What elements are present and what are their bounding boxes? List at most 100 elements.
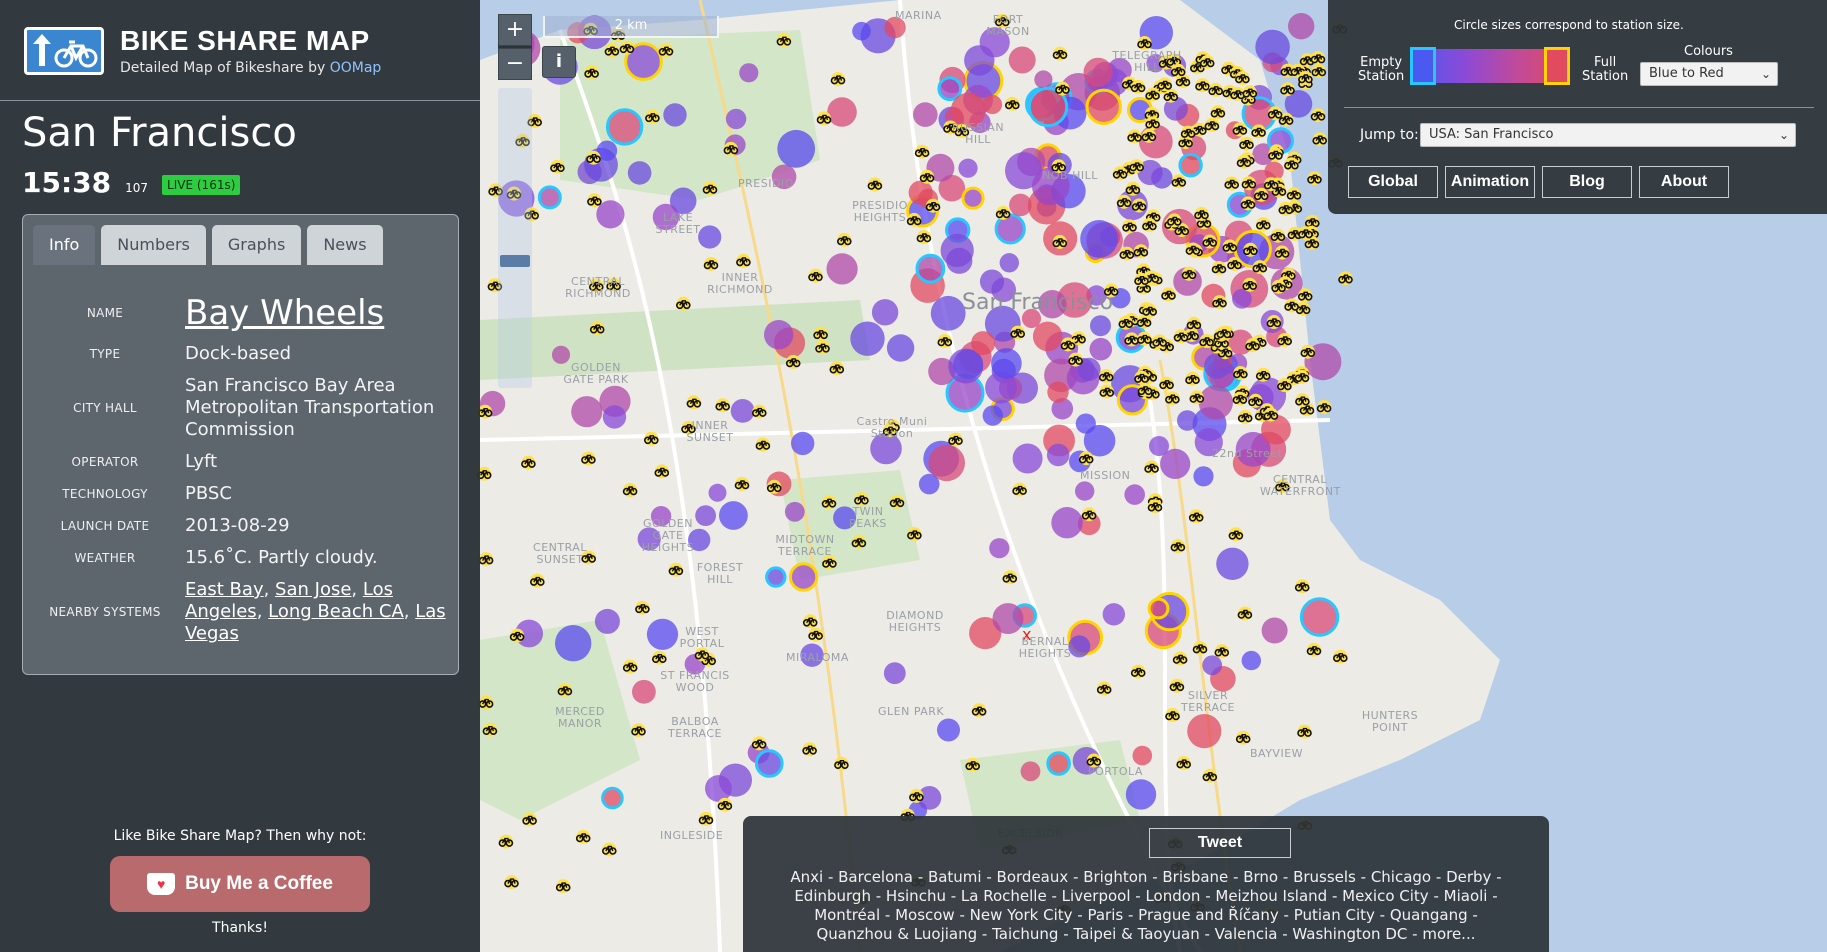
bike-icon[interactable] bbox=[1189, 390, 1205, 405]
bike-icon[interactable] bbox=[1144, 460, 1159, 475]
bike-icon[interactable] bbox=[1278, 112, 1294, 127]
bike-icon[interactable] bbox=[1163, 88, 1179, 103]
bike-icon[interactable] bbox=[1230, 86, 1245, 101]
bike-icon[interactable] bbox=[1081, 507, 1097, 522]
station-circle[interactable] bbox=[918, 473, 940, 495]
bike-icon[interactable] bbox=[1240, 196, 1256, 211]
bike-icon[interactable] bbox=[1142, 218, 1157, 232]
station-circle[interactable] bbox=[913, 102, 938, 127]
station-circle[interactable] bbox=[788, 562, 819, 592]
bike-icon[interactable] bbox=[504, 875, 519, 890]
bike-icon[interactable] bbox=[1284, 298, 1299, 313]
bike-icon[interactable] bbox=[1185, 242, 1201, 257]
bike-icon[interactable] bbox=[1195, 78, 1210, 93]
bike-icon[interactable] bbox=[821, 495, 837, 510]
bike-icon[interactable] bbox=[1202, 768, 1218, 783]
blog-button[interactable]: Blog bbox=[1542, 166, 1632, 198]
bike-icon[interactable] bbox=[1277, 378, 1292, 392]
bike-icon[interactable] bbox=[1171, 174, 1187, 189]
bike-icon[interactable] bbox=[916, 230, 932, 244]
bike-icon[interactable] bbox=[1235, 71, 1250, 85]
bike-icon[interactable] bbox=[907, 527, 922, 542]
global-button[interactable]: Global bbox=[1348, 166, 1438, 198]
station-circle[interactable] bbox=[1047, 381, 1069, 403]
bike-icon[interactable] bbox=[1152, 334, 1167, 349]
station-circle[interactable] bbox=[1284, 90, 1313, 118]
station-circle[interactable] bbox=[1124, 484, 1145, 505]
bike-icon[interactable] bbox=[1145, 116, 1160, 131]
bike-icon[interactable] bbox=[658, 43, 674, 58]
bike-icon[interactable] bbox=[971, 703, 987, 718]
station-circle[interactable] bbox=[1160, 448, 1191, 479]
bike-icon[interactable] bbox=[1248, 393, 1263, 408]
station-circle[interactable] bbox=[646, 618, 679, 650]
bike-icon[interactable] bbox=[1233, 366, 1248, 380]
bike-icon[interactable] bbox=[584, 65, 599, 80]
station-circle[interactable] bbox=[886, 334, 915, 362]
bike-icon[interactable] bbox=[619, 40, 635, 55]
nearby-link[interactable]: East Bay bbox=[185, 579, 264, 600]
bike-icon[interactable] bbox=[914, 144, 930, 159]
bike-icon[interactable] bbox=[1310, 108, 1326, 123]
bike-icon[interactable] bbox=[909, 788, 924, 803]
station-circle[interactable] bbox=[989, 538, 1010, 559]
station-circle[interactable] bbox=[1261, 617, 1288, 644]
bike-icon[interactable] bbox=[1239, 136, 1254, 151]
bike-icon[interactable] bbox=[1131, 198, 1147, 213]
bike-icon[interactable] bbox=[1145, 87, 1160, 102]
bike-icon[interactable] bbox=[622, 483, 638, 497]
bike-icon[interactable] bbox=[588, 278, 604, 293]
station-circle[interactable] bbox=[930, 295, 966, 331]
bike-icon[interactable] bbox=[1169, 678, 1185, 693]
bike-icon[interactable] bbox=[1251, 124, 1266, 139]
bike-icon[interactable] bbox=[1173, 329, 1189, 344]
station-circle[interactable] bbox=[663, 103, 687, 127]
bike-icon[interactable] bbox=[889, 494, 905, 509]
oomap-link[interactable]: OOMap bbox=[329, 60, 382, 76]
station-circle[interactable] bbox=[883, 662, 906, 685]
city-link[interactable]: Prague and Říčany bbox=[1138, 906, 1279, 924]
station-circle[interactable] bbox=[784, 501, 805, 522]
station-circle[interactable] bbox=[730, 399, 755, 423]
bike-icon[interactable] bbox=[668, 562, 684, 577]
bike-icon[interactable] bbox=[1243, 242, 1258, 257]
bike-icon[interactable] bbox=[1305, 214, 1320, 229]
station-circle[interactable] bbox=[1075, 481, 1095, 501]
bike-icon[interactable] bbox=[751, 736, 767, 751]
bike-icon[interactable] bbox=[1185, 371, 1200, 386]
bike-icon[interactable] bbox=[766, 479, 782, 494]
bike-icon[interactable] bbox=[1275, 479, 1290, 494]
bike-icon[interactable] bbox=[925, 198, 941, 213]
city-link[interactable]: Quanzhou & Luojiang bbox=[816, 925, 978, 943]
city-link[interactable]: Derby bbox=[1446, 868, 1492, 886]
station-circle[interactable] bbox=[719, 501, 748, 530]
bike-icon[interactable] bbox=[1204, 117, 1220, 132]
bike-icon[interactable] bbox=[631, 723, 646, 738]
bike-icon[interactable] bbox=[1137, 331, 1152, 346]
station-circle[interactable] bbox=[1125, 779, 1157, 810]
bike-icon[interactable] bbox=[581, 550, 597, 565]
bike-icon[interactable] bbox=[736, 253, 751, 268]
station-circle[interactable] bbox=[871, 299, 899, 326]
bike-icon[interactable] bbox=[1214, 644, 1230, 659]
bike-icon[interactable] bbox=[1263, 407, 1279, 422]
bike-icon[interactable] bbox=[477, 404, 493, 419]
station-circle[interactable] bbox=[695, 505, 716, 526]
bike-icon[interactable] bbox=[703, 257, 719, 271]
city-link[interactable]: more... bbox=[1422, 925, 1476, 943]
station-circle[interactable] bbox=[555, 625, 592, 662]
bike-icon[interactable] bbox=[1199, 55, 1215, 69]
bike-icon[interactable] bbox=[1306, 642, 1322, 657]
station-circle[interactable] bbox=[632, 679, 656, 704]
bike-icon[interactable] bbox=[524, 207, 540, 222]
bike-icon[interactable] bbox=[1165, 391, 1180, 406]
bike-icon[interactable] bbox=[1130, 79, 1146, 94]
bike-icon[interactable] bbox=[1112, 166, 1128, 181]
city-link[interactable]: Moscow bbox=[895, 906, 955, 924]
bike-icon[interactable] bbox=[755, 437, 771, 452]
station-circle[interactable] bbox=[777, 129, 816, 168]
city-link[interactable]: Paris bbox=[1087, 906, 1124, 924]
bike-icon[interactable] bbox=[1271, 279, 1286, 294]
station-circle[interactable] bbox=[1008, 46, 1036, 74]
city-link[interactable]: Miaoli bbox=[1443, 887, 1488, 905]
